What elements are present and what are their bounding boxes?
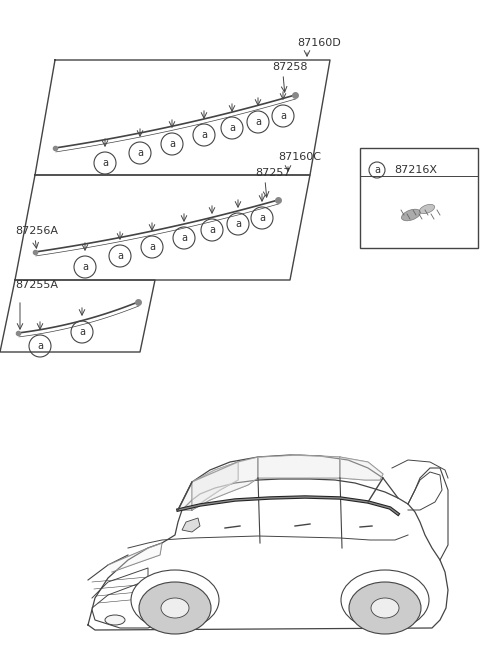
Text: a: a [280,111,286,121]
Polygon shape [178,462,238,510]
Ellipse shape [131,570,219,630]
Polygon shape [340,457,383,480]
Ellipse shape [401,209,420,221]
Ellipse shape [349,582,421,634]
Text: a: a [137,148,143,158]
Ellipse shape [371,598,399,618]
Text: a: a [117,251,123,261]
Text: 87160D: 87160D [297,38,341,48]
Text: a: a [169,139,175,149]
Text: a: a [209,225,215,235]
Text: a: a [229,123,235,133]
Text: 87255A: 87255A [15,280,58,290]
Text: 87257: 87257 [255,168,290,178]
Text: 87216X: 87216X [394,165,437,175]
Polygon shape [192,457,258,510]
Text: a: a [201,130,207,140]
Text: a: a [235,219,241,229]
Text: a: a [149,242,155,252]
Polygon shape [182,518,200,532]
Text: 87258: 87258 [272,62,308,72]
Text: a: a [259,213,265,223]
Text: a: a [37,341,43,351]
Ellipse shape [341,570,429,630]
Ellipse shape [420,205,435,214]
Text: 87160C: 87160C [278,152,321,162]
Polygon shape [108,543,162,572]
Bar [360,148,478,248]
Ellipse shape [139,582,211,634]
Text: a: a [374,165,380,175]
Polygon shape [258,455,340,478]
Ellipse shape [105,615,125,625]
Text: a: a [79,327,85,337]
Text: a: a [102,158,108,168]
Ellipse shape [161,598,189,618]
Text: a: a [82,262,88,272]
Text: a: a [181,233,187,243]
Text: 87256A: 87256A [15,226,58,236]
Text: a: a [255,117,261,127]
